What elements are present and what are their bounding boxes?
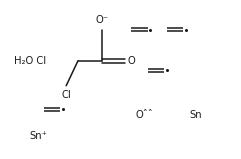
- Text: Sn⁺: Sn⁺: [29, 131, 47, 141]
- Text: H₂O Cl: H₂O Cl: [14, 56, 46, 66]
- Text: Cl: Cl: [61, 90, 71, 100]
- Text: Sn: Sn: [190, 110, 202, 120]
- Text: O: O: [127, 56, 135, 66]
- Text: O⁻: O⁻: [95, 15, 108, 25]
- Text: Oˆˆ: Oˆˆ: [135, 110, 153, 120]
